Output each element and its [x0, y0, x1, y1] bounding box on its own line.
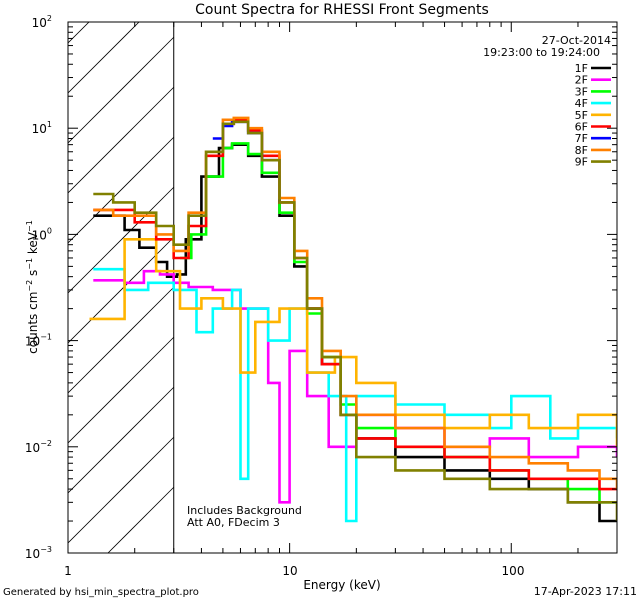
date-label: 27-Oct-2014	[542, 34, 611, 47]
legend-label-8F: 8F	[575, 144, 588, 157]
legend-label-9F: 9F	[575, 156, 588, 169]
legend-label-6F: 6F	[575, 121, 588, 134]
x-axis-label: Energy (keV)	[303, 578, 380, 592]
legend-label-7F: 7F	[575, 132, 588, 145]
legend-label-3F: 3F	[575, 85, 588, 98]
time-range-label: 19:23:00 to 19:24:00	[483, 46, 600, 59]
hatch-line	[68, 22, 140, 94]
hatch-line	[68, 286, 175, 394]
annotation-background: Includes Background	[187, 504, 302, 517]
hatch-line	[68, 22, 90, 44]
hatch-line	[68, 186, 175, 294]
hatch-line	[68, 436, 175, 544]
legend-label-5F: 5F	[575, 109, 588, 122]
x-tick-label-1: 1	[64, 564, 72, 578]
hatch-line	[68, 136, 175, 244]
hatch-line	[68, 86, 175, 194]
annotation-attenuator: Att A0, FDecim 3	[187, 516, 280, 529]
hatch-line	[68, 36, 175, 144]
footer-timestamp: 17-Apr-2023 17:11	[534, 585, 637, 598]
legend-label-1F: 1F	[575, 62, 588, 75]
legend-label-4F: 4F	[575, 97, 588, 110]
x-tick-label-100: 100	[502, 564, 525, 578]
chart-title: Count Spectra for RHESSI Front Segments	[195, 2, 489, 18]
footer-generated-by: Generated by hsi_min_spectra_plot.pro	[3, 587, 199, 598]
axis-ticks	[67, 21, 618, 554]
x-tick-label-10: 10	[282, 564, 297, 578]
series-line-9F	[93, 120, 617, 521]
series-layer	[89, 116, 617, 523]
hatch-line	[68, 386, 175, 494]
series-line-2F	[93, 269, 617, 504]
hatch-line	[68, 336, 175, 444]
y-axis-label: counts cm−2 s−1 keV−1	[25, 220, 40, 354]
plot-frame	[67, 21, 618, 554]
hatch-line	[107, 486, 175, 553]
legend-label-2F: 2F	[575, 74, 588, 87]
